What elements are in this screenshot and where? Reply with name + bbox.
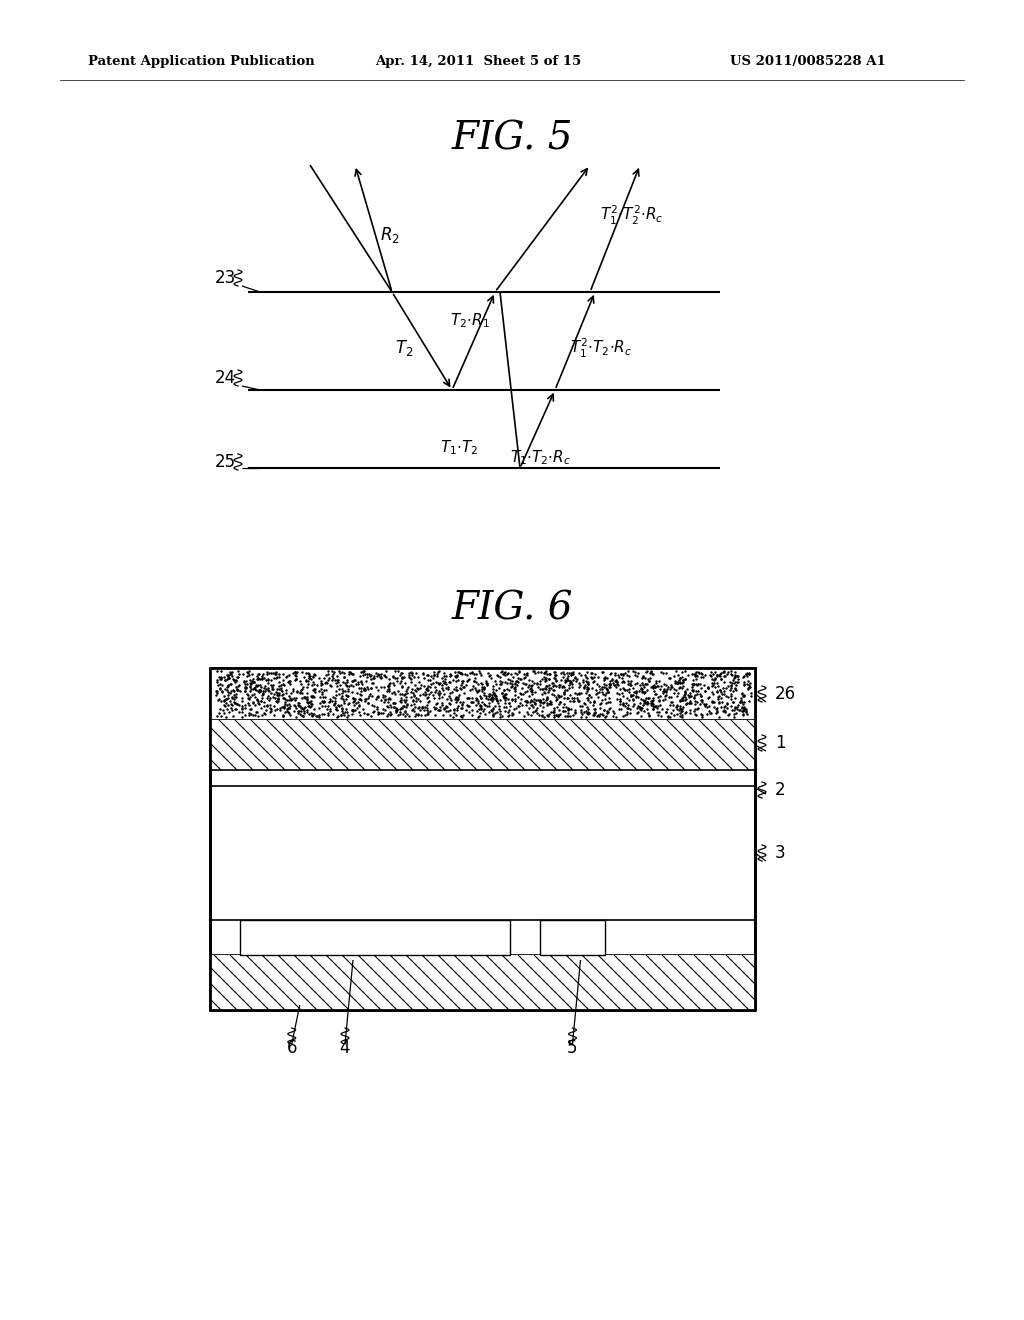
Bar bbox=[210, 668, 755, 719]
Bar bbox=[210, 954, 755, 1010]
Text: Patent Application Publication: Patent Application Publication bbox=[88, 55, 314, 69]
Bar bbox=[210, 668, 755, 1010]
Text: $R_2$: $R_2$ bbox=[380, 224, 399, 246]
Text: $T_2$: $T_2$ bbox=[395, 338, 414, 358]
Text: FIG. 5: FIG. 5 bbox=[452, 120, 572, 157]
Text: 26: 26 bbox=[775, 685, 796, 704]
Text: $T_1^2{\cdot}T_2{\cdot}R_c$: $T_1^2{\cdot}T_2{\cdot}R_c$ bbox=[570, 337, 632, 359]
Text: 25: 25 bbox=[215, 453, 237, 471]
Text: 23: 23 bbox=[215, 269, 237, 286]
Text: 24: 24 bbox=[215, 370, 237, 387]
Text: US 2011/0085228 A1: US 2011/0085228 A1 bbox=[730, 55, 886, 69]
Bar bbox=[240, 920, 510, 954]
Text: $T_2{\cdot}R_1$: $T_2{\cdot}R_1$ bbox=[450, 312, 489, 330]
Text: $T_1^2{\cdot}T_2^2{\cdot}R_c$: $T_1^2{\cdot}T_2^2{\cdot}R_c$ bbox=[600, 203, 664, 227]
Text: 1: 1 bbox=[775, 734, 785, 752]
Text: $T_1{\cdot}T_2$: $T_1{\cdot}T_2$ bbox=[439, 438, 478, 457]
Text: 5: 5 bbox=[567, 1039, 578, 1057]
Text: 6: 6 bbox=[287, 1039, 297, 1057]
Text: 2: 2 bbox=[775, 781, 785, 799]
Bar bbox=[210, 719, 755, 770]
Text: 3: 3 bbox=[775, 843, 785, 862]
Bar bbox=[540, 920, 605, 954]
Text: Apr. 14, 2011  Sheet 5 of 15: Apr. 14, 2011 Sheet 5 of 15 bbox=[375, 55, 582, 69]
Text: $T_1{\cdot}T_2{\cdot}R_c$: $T_1{\cdot}T_2{\cdot}R_c$ bbox=[510, 447, 571, 467]
Text: FIG. 6: FIG. 6 bbox=[452, 590, 572, 627]
Text: 4: 4 bbox=[340, 1039, 350, 1057]
